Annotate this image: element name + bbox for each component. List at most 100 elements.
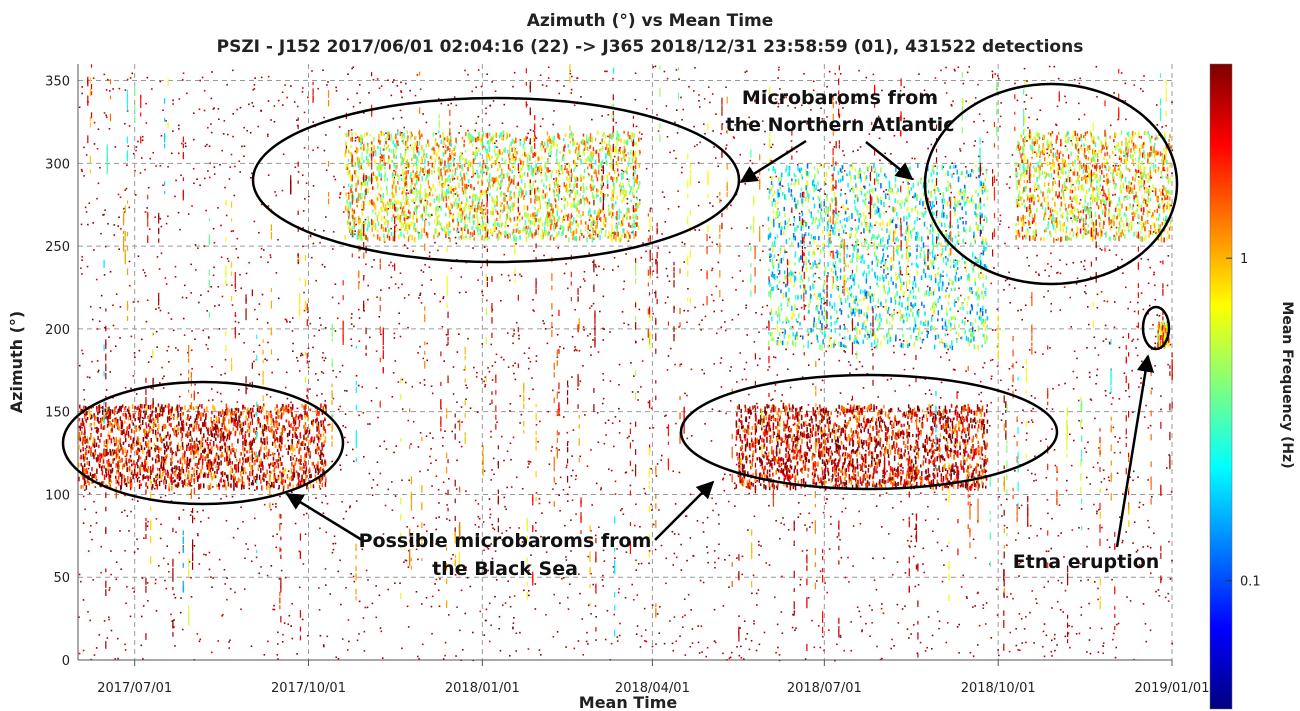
detection-point <box>299 587 301 589</box>
detection-point <box>274 191 276 193</box>
detection-point <box>220 498 222 500</box>
detection-point <box>171 318 173 320</box>
detection-point <box>395 150 397 153</box>
detection-point <box>229 178 231 180</box>
detection-point <box>779 538 781 540</box>
detection-point <box>505 159 507 164</box>
detection-point <box>483 634 485 636</box>
detection-point <box>119 530 121 532</box>
detection-point <box>849 372 851 374</box>
detection-point <box>566 465 568 467</box>
detection-point <box>540 126 542 128</box>
detection-point <box>829 548 831 550</box>
detection-point <box>402 223 404 228</box>
detection-point <box>133 375 135 377</box>
detection-point <box>385 172 387 176</box>
detection-point <box>496 140 498 142</box>
detection-point <box>499 163 501 168</box>
detection-point <box>294 101 296 103</box>
detection-point <box>1025 108 1027 110</box>
detection-point <box>563 489 565 491</box>
detection-point <box>509 196 511 201</box>
detection-point <box>601 230 603 234</box>
detection-point <box>830 230 832 232</box>
detection-point <box>553 227 555 231</box>
detection-point <box>922 548 924 550</box>
detection-point <box>723 605 725 607</box>
detection-point <box>1039 109 1041 111</box>
detection-point <box>982 141 984 143</box>
detection-point <box>113 325 115 327</box>
detection-point <box>633 230 635 234</box>
detection-point <box>512 206 514 211</box>
detection-point <box>407 196 409 199</box>
detection-point <box>547 411 549 413</box>
detection-point <box>906 247 908 249</box>
detection-point <box>838 360 840 362</box>
detection-point <box>1150 425 1152 427</box>
detection-point <box>226 520 228 522</box>
detection-point <box>508 366 510 368</box>
detection-point <box>1032 408 1034 410</box>
detection-point <box>1159 315 1161 317</box>
detection-point <box>1000 102 1002 104</box>
detection-point <box>112 88 114 90</box>
detection-point <box>129 285 131 287</box>
detection-point <box>100 546 102 548</box>
detection-point <box>134 170 136 172</box>
detection-point <box>904 369 906 371</box>
detection-point <box>1138 507 1140 509</box>
detection-point <box>317 379 319 381</box>
detection-point <box>1069 297 1071 299</box>
detection-point <box>724 559 726 561</box>
detection-point <box>530 214 532 217</box>
detection-point <box>682 616 684 618</box>
detection-point <box>658 509 660 511</box>
detection-point <box>942 581 944 583</box>
detection-point <box>625 597 627 599</box>
detection-point <box>668 355 670 357</box>
detection-point <box>751 593 753 595</box>
detection-point <box>1143 504 1145 506</box>
detection-point <box>946 92 948 94</box>
detection-point <box>163 375 165 377</box>
detection-point <box>102 214 104 216</box>
detection-point <box>521 414 523 416</box>
detection-point <box>532 309 534 311</box>
detection-point <box>378 139 380 142</box>
detection-point <box>540 143 542 147</box>
detection-point <box>1134 521 1136 523</box>
detection-point <box>156 346 158 348</box>
detection-point <box>275 195 277 197</box>
detection-point <box>79 653 81 655</box>
detection-point <box>349 207 351 210</box>
detection-point <box>676 69 678 71</box>
detection-point <box>608 231 610 234</box>
detection-point <box>155 579 157 581</box>
detection-point <box>133 153 135 155</box>
detection-point <box>363 412 365 414</box>
detection-point <box>158 565 160 567</box>
detection-point <box>744 183 746 185</box>
detection-point <box>198 302 200 304</box>
detection-point <box>730 366 732 368</box>
detection-point <box>160 218 162 220</box>
detection-point <box>380 289 382 291</box>
detection-point <box>267 261 269 263</box>
detection-point <box>507 450 509 452</box>
detection-point <box>590 222 592 227</box>
detection-point <box>421 302 423 304</box>
detection-point <box>572 336 574 338</box>
detection-point <box>282 634 284 636</box>
detection-point <box>1051 607 1053 609</box>
detection-point <box>713 146 715 148</box>
detection-point <box>440 408 442 410</box>
detection-point <box>749 243 751 245</box>
detection-point <box>446 518 448 520</box>
detection-point <box>447 146 449 150</box>
detection-point <box>110 574 112 576</box>
detection-point <box>680 363 682 365</box>
detection-point <box>504 197 506 202</box>
detection-point <box>684 654 686 656</box>
detection-point <box>361 204 363 208</box>
